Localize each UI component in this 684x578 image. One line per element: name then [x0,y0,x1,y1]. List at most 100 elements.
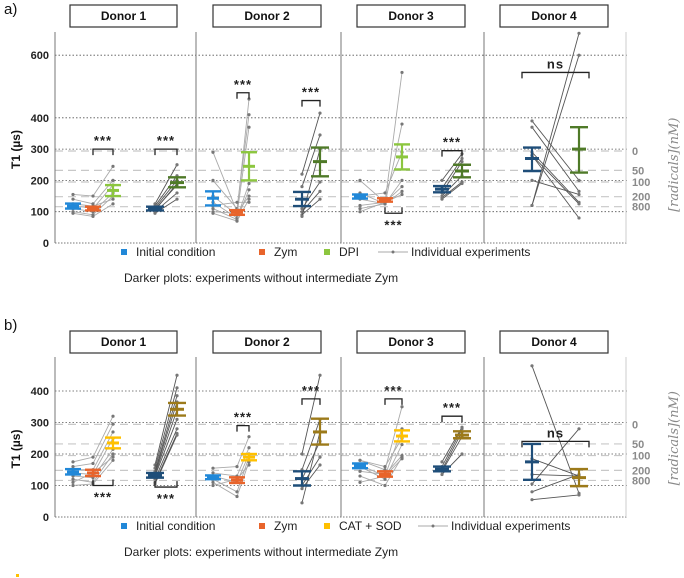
significance-bracket [384,207,403,214]
experiment-point [358,469,362,473]
error-bar-treatment [241,151,257,182]
experiment-point [400,122,404,126]
experiment-point [383,483,387,488]
individual-experiment-line [359,406,403,471]
significance-label: ns [547,56,564,71]
experiment-point [91,455,95,459]
right-tick-label: 0 [632,146,638,158]
experiment-point [530,119,534,123]
right-tick-label: 50 [632,165,644,177]
right-tick-label: 800 [632,202,650,214]
experiment-point [530,364,534,368]
significance-bracket [92,479,114,487]
error-bar-initial [65,202,81,210]
experiment-point [247,435,251,439]
y-tick-label: 100 [31,481,49,493]
right-tick-label: 200 [632,192,650,204]
donor-header-label: Donor 2 [244,9,290,23]
experiment-point [358,480,362,484]
error-bar-zym [85,205,101,212]
significance-bracket [521,71,590,79]
significance-bracket [384,398,403,405]
donor-header-label: Donor 4 [531,335,577,349]
donor-header-box [499,330,609,354]
experiment-point [460,427,464,431]
individual-experiment-line-dark [301,191,321,212]
y-axis-label: T1 (µs) [9,430,23,469]
error-bar-zym [377,470,393,478]
significance-bracket [441,415,463,423]
experiment-point [577,53,581,57]
individual-experiment-line-dark [441,427,463,463]
individual-experiment-line-dark [531,458,580,477]
error-bar-treatment_dark [453,163,471,179]
experiment-point [318,373,322,377]
experiment-point [383,477,387,481]
individual-experiment-line-dark [301,134,321,187]
experiment-point [175,427,179,431]
error-bar-treatment [394,429,410,443]
error-bar-initial [205,190,221,207]
legend: Initial condition Zym CAT + SOD Individual … [121,519,570,533]
experiment-point [111,430,115,434]
significance-bracket [236,425,250,432]
experiment-point [400,185,404,189]
donor-header-label: Donor 2 [244,335,290,349]
experiment-point [175,163,179,167]
right-tick-label: 0 [632,419,638,431]
individual-experiment-line-dark [154,428,178,480]
individual-experiment-line-dark [531,55,580,206]
y-tick-label: 0 [43,238,49,250]
donor-header-label: Donor 1 [101,335,147,349]
experiment-point [318,111,322,115]
experiment-point [247,446,251,450]
experiment-point [111,197,115,201]
experiment-point [530,203,534,208]
experiment-point [111,455,115,459]
significance-bracket [301,99,321,107]
significance-label: *** [384,383,402,398]
legend-label-treatment: DPI [339,245,359,259]
experiment-point [211,178,215,182]
legend-label-initial: Initial condition [136,519,215,533]
significance-label: ns [547,425,564,440]
experiment-point [247,194,251,198]
experiment-point [235,465,239,469]
right-tick-label: 100 [632,177,650,189]
experiment-point [460,156,464,161]
individual-experiment-line [212,436,250,469]
experiment-point [383,191,387,195]
legend-label-individual: Individual experiments [451,519,570,533]
right-tick-label: 800 [632,475,650,487]
significance-bracket [154,148,178,156]
caption: Darker plots: experiments without interm… [124,545,398,559]
experiment-point [211,206,215,211]
error-bar-treatment [394,143,410,171]
legend: Initial condition Zym DPI Individual experi… [121,245,530,259]
experiment-point [91,202,95,206]
error-bar-zym [229,208,245,217]
error-bar-treatment_dark [168,401,186,417]
significance-bracket [92,148,114,156]
y-tick-label: 100 [31,207,49,219]
experiment-point [211,483,215,488]
experiment-point [111,414,115,418]
experiment-point [318,189,322,193]
stray-dot [16,574,19,577]
experiment-point [175,433,179,437]
individual-experiment-line-dark [531,155,580,205]
experiment-point [91,194,95,198]
experiment-point [211,471,215,475]
experiment-point [460,452,464,456]
experiment-point [358,210,362,214]
error-bar-treatment_dark [570,467,588,488]
significance-bracket [521,440,590,448]
legend-label-individual: Individual experiments [411,245,530,259]
experiment-point [235,490,239,494]
experiment-point [211,210,215,214]
error-bar-treatment [105,183,121,198]
donor-header-box [69,330,178,354]
experiment-point [247,188,251,192]
experiment-point [577,189,581,193]
experiment-point [300,214,304,218]
